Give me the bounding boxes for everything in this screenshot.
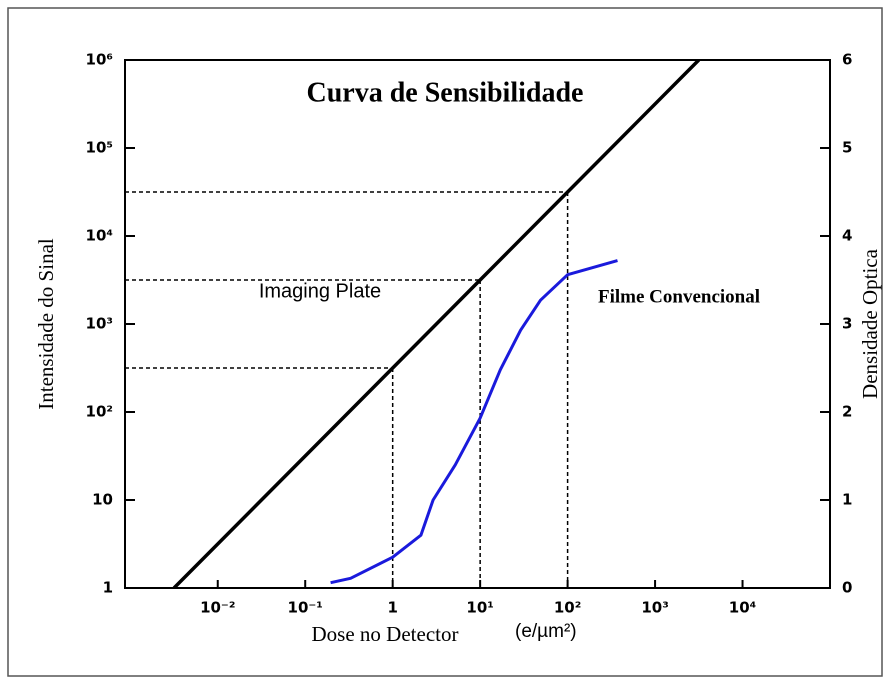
y2-tick-label: 6 — [842, 51, 852, 69]
y2-tick-label: 0 — [842, 579, 852, 597]
y2-tick-label: 2 — [842, 403, 852, 421]
x-axis-unit: (e/µm²) — [515, 621, 577, 642]
x-tick-label: 10³ — [641, 599, 668, 617]
y-tick-label: 10 — [92, 491, 113, 509]
plot-frame — [124, 59, 831, 589]
x-tick-label: 10⁻¹ — [288, 599, 323, 617]
y-tick-label: 10⁴ — [86, 227, 113, 245]
chart-title: Curva de Sensibilidade — [307, 77, 584, 108]
series-label: Imaging Plate — [259, 280, 381, 302]
y2-tick-label: 3 — [842, 315, 852, 333]
y2-tick-label: 1 — [842, 491, 852, 509]
y2-axis-label: Densidade Optica — [858, 248, 882, 399]
y-tick-label: 10⁶ — [86, 51, 113, 69]
x-tick-label: 10¹ — [466, 599, 493, 617]
x-tick-label: 1 — [387, 599, 397, 617]
x-tick-label: 10⁴ — [729, 599, 756, 617]
y-tick-label: 10³ — [86, 315, 113, 333]
y2-tick-label: 4 — [842, 227, 852, 245]
y-tick-label: 10⁵ — [86, 139, 113, 157]
x-tick-label: 10² — [554, 599, 581, 617]
series-label: Filme Convencional — [598, 286, 760, 307]
frame — [7, 7, 883, 677]
y-axis-label: Intensidade do Sinal — [34, 238, 58, 410]
y-tick-label: 1 — [103, 579, 113, 597]
x-tick-label: 10⁻² — [200, 599, 235, 617]
series-line — [330, 259, 618, 585]
series-line — [172, 60, 701, 588]
y2-tick-label: 5 — [842, 139, 852, 157]
y-tick-label: 10² — [86, 403, 113, 421]
x-axis-label: Dose no Detector — [312, 622, 459, 646]
